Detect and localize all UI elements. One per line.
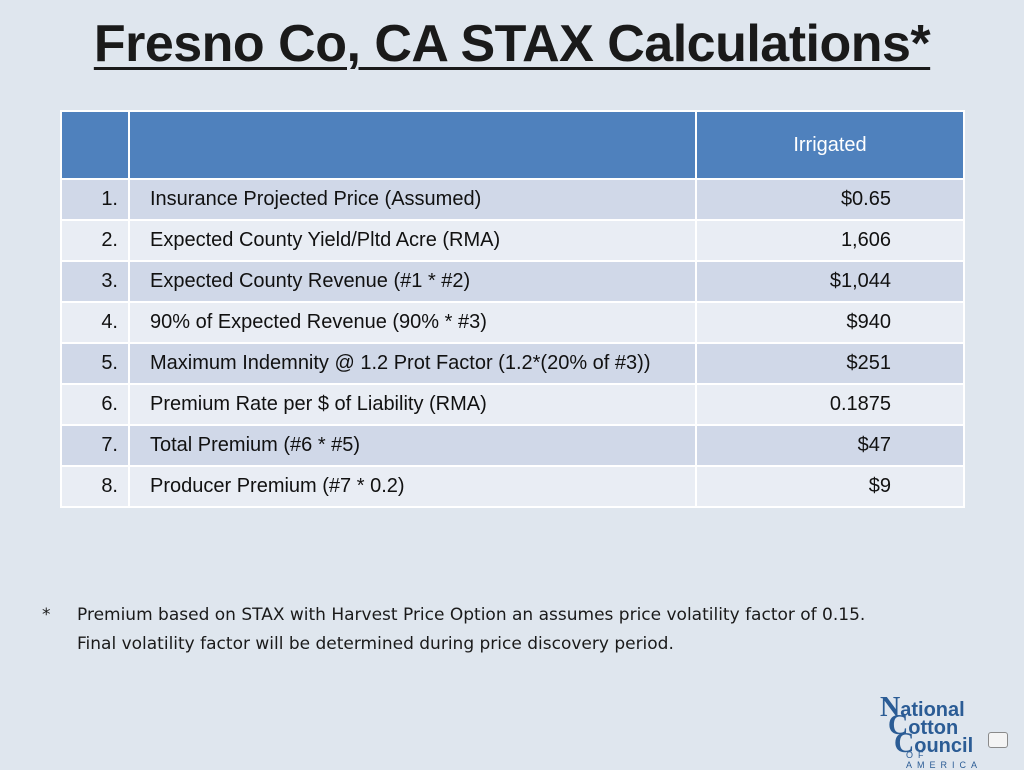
row-value: 1,606 bbox=[695, 219, 965, 262]
table-row: 3. Expected County Revenue (#1 * #2) $1,… bbox=[60, 260, 965, 303]
logo-line-cotton: Cotton bbox=[888, 710, 958, 742]
national-cotton-council-logo: National Cotton Council OF AMERICA bbox=[880, 692, 1010, 770]
logo-line-national: National bbox=[880, 692, 965, 724]
table-row: 8. Producer Premium (#7 * 0.2) $9 bbox=[60, 465, 965, 508]
slide-title-text: Fresno Co, CA STAX Calculations* bbox=[93, 15, 931, 73]
header-col-irrigated: Irrigated bbox=[695, 110, 965, 180]
table-row: 6. Premium Rate per $ of Liability (RMA)… bbox=[60, 383, 965, 426]
footnote-text: Premium based on STAX with Harvest Price… bbox=[77, 605, 866, 654]
logo-initial-n: N bbox=[880, 692, 901, 723]
row-number: 7. bbox=[60, 424, 130, 467]
table-row: 5. Maximum Indemnity @ 1.2 Prot Factor (… bbox=[60, 342, 965, 385]
cotton-seal-icon bbox=[988, 732, 1008, 748]
table-row: 7. Total Premium (#6 * #5) $47 bbox=[60, 424, 965, 467]
row-number: 2. bbox=[60, 219, 130, 262]
row-number: 4. bbox=[60, 301, 130, 344]
row-value: $9 bbox=[695, 465, 965, 508]
footnote-marker: * bbox=[42, 605, 51, 625]
logo-subtitle: OF AMERICA bbox=[906, 750, 983, 770]
slide-title: Fresno Co, CA STAX Calculations* bbox=[0, 14, 1024, 74]
stax-calculations-table: Irrigated 1. Insurance Projected Price (… bbox=[60, 110, 965, 508]
row-value: $1,044 bbox=[695, 260, 965, 303]
table-row: 1. Insurance Projected Price (Assumed) $… bbox=[60, 178, 965, 221]
logo-initial-c1: C bbox=[888, 710, 909, 741]
logo-word-otton: otton bbox=[908, 717, 959, 739]
row-description: Producer Premium (#7 * 0.2) bbox=[128, 465, 697, 508]
row-value: $251 bbox=[695, 342, 965, 385]
table-row: 2. Expected County Yield/Pltd Acre (RMA)… bbox=[60, 219, 965, 262]
row-description: Expected County Revenue (#1 * #2) bbox=[128, 260, 697, 303]
header-col-number bbox=[60, 110, 130, 180]
row-value: $47 bbox=[695, 424, 965, 467]
row-description: Total Premium (#6 * #5) bbox=[128, 424, 697, 467]
row-description: Maximum Indemnity @ 1.2 Prot Factor (1.2… bbox=[128, 342, 697, 385]
header-col-description bbox=[128, 110, 697, 180]
row-number: 5. bbox=[60, 342, 130, 385]
row-description: Insurance Projected Price (Assumed) bbox=[128, 178, 697, 221]
logo-word-ational: ational bbox=[900, 699, 965, 721]
row-number: 6. bbox=[60, 383, 130, 426]
row-description: Premium Rate per $ of Liability (RMA) bbox=[128, 383, 697, 426]
row-number: 8. bbox=[60, 465, 130, 508]
row-description: Expected County Yield/Pltd Acre (RMA) bbox=[128, 219, 697, 262]
row-value: 0.1875 bbox=[695, 383, 965, 426]
row-description: 90% of Expected Revenue (90% * #3) bbox=[128, 301, 697, 344]
row-value: $940 bbox=[695, 301, 965, 344]
logo-word-ouncil: ouncil bbox=[914, 735, 974, 757]
row-value: $0.65 bbox=[695, 178, 965, 221]
row-number: 1. bbox=[60, 178, 130, 221]
row-number: 3. bbox=[60, 260, 130, 303]
table-row: 4. 90% of Expected Revenue (90% * #3) $9… bbox=[60, 301, 965, 344]
table-header-row: Irrigated bbox=[60, 110, 965, 180]
logo-initial-c2: C bbox=[894, 728, 915, 759]
logo-line-council: Council bbox=[894, 728, 973, 760]
